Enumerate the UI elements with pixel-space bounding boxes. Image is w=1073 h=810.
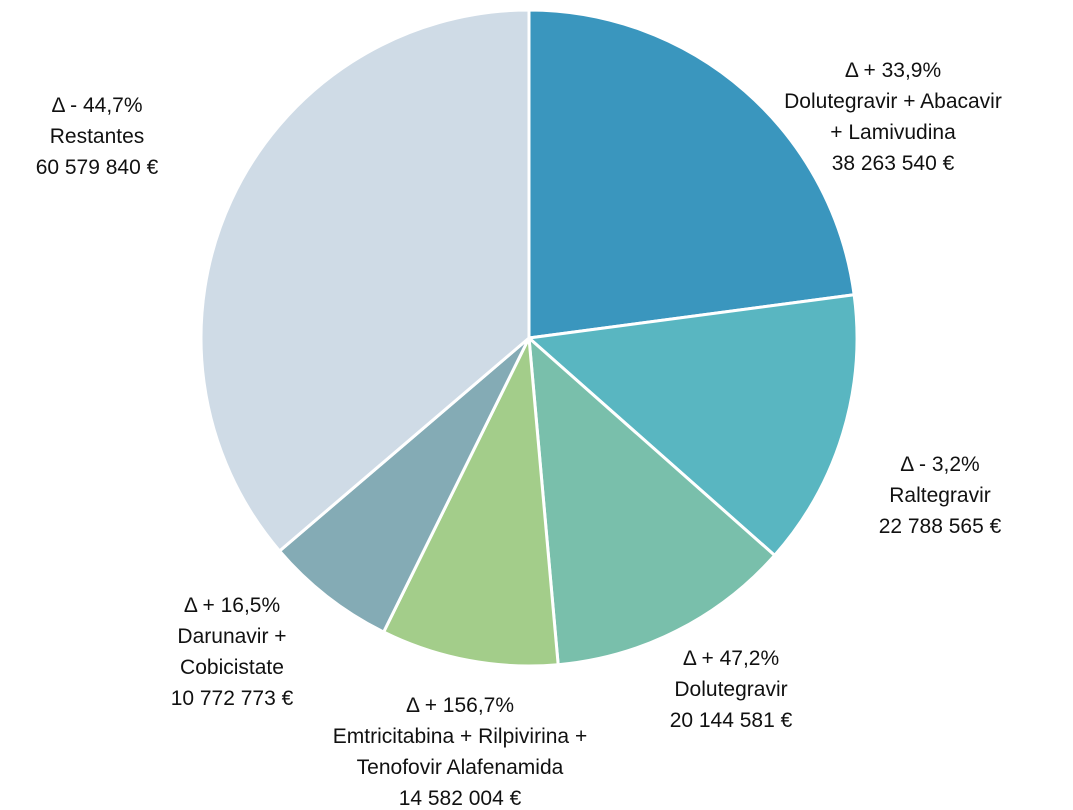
pie-slice: [277, 336, 531, 635]
value-label: 20 144 581 €: [669, 709, 793, 732]
category-label: Dolutegravir + Abacavir + Lamivudina: [784, 90, 1002, 144]
delta-label: Δ - 3,2%: [900, 453, 980, 476]
delta-label: Δ + 16,5%: [183, 594, 281, 617]
pie-slice: [527, 334, 777, 667]
delta-label: Δ + 156,7%: [405, 694, 515, 717]
category-label: Dolutegravir: [674, 678, 788, 701]
slice-label: Δ + 33,9% Dolutegravir + Abacavir + Lamiv…: [776, 55, 1011, 179]
value-label: 10 772 773 €: [170, 687, 294, 710]
category-label: Darunavir + Cobicistate: [177, 625, 287, 679]
value-label: 60 579 840 €: [35, 156, 159, 179]
pie-slice: [381, 332, 560, 668]
pie-slice: [525, 293, 859, 558]
slice-label: Δ + 16,5% Darunavir + Cobicistate 10 772 7…: [157, 590, 307, 714]
delta-label: Δ + 33,9%: [844, 59, 942, 82]
delta-label: Δ + 47,2%: [682, 647, 780, 670]
value-label: 38 263 540 €: [831, 152, 955, 175]
value-label: 14 582 004 €: [398, 787, 522, 810]
pie-slice: [527, 8, 856, 340]
slice-label: Δ + 47,2% Dolutegravir 20 144 581 €: [621, 643, 841, 736]
delta-label: Δ - 44,7%: [51, 94, 143, 117]
category-label: Emtricitabina + Rilpivirina + Tenofovir …: [332, 725, 588, 779]
slice-label: Δ - 3,2% Raltegravir 22 788 565 €: [830, 449, 1050, 542]
category-label: Restantes: [49, 125, 145, 148]
category-label: Raltegravir: [889, 484, 991, 507]
value-label: 22 788 565 €: [878, 515, 1002, 538]
slice-label: Δ + 156,7% Emtricitabina + Rilpivirina + …: [310, 690, 610, 810]
slice-label: Δ - 44,7% Restantes 60 579 840 €: [0, 90, 197, 183]
pie-slice: [199, 8, 531, 554]
